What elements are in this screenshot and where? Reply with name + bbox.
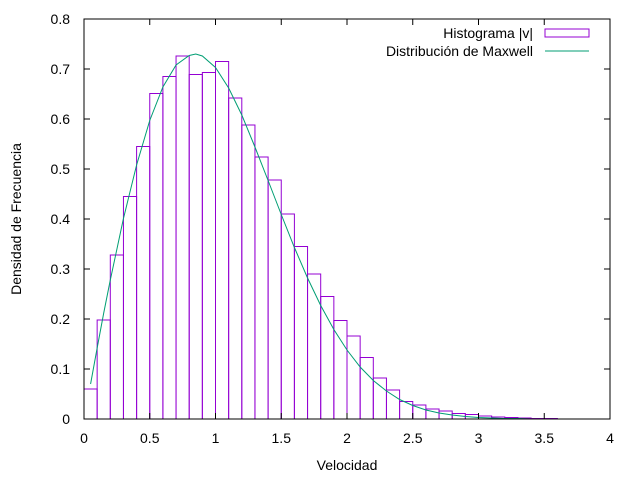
histogram-bar <box>175 55 190 420</box>
maxwell-curve-group <box>90 53 545 420</box>
y-tick-label: 0.7 <box>51 61 71 77</box>
y-axis-label: Densidad de Frecuencia <box>8 143 24 295</box>
x-axis-ticks: 0 0.5 1 1.5 2 2.5 3 3.5 4 <box>80 19 614 446</box>
histogram-bar <box>188 74 203 420</box>
histogram-bar <box>241 124 256 420</box>
histogram-bar <box>254 156 269 420</box>
x-tick-label: 0.5 <box>140 430 160 446</box>
x-tick-label: 1.5 <box>272 430 292 446</box>
histogram-bar <box>122 196 138 420</box>
histogram-bar <box>149 93 164 420</box>
histogram-bar <box>346 335 361 420</box>
histogram-bars <box>83 55 558 420</box>
y-axis-ticks: 0 0.1 0.2 0.3 0.4 0.5 0.6 0.7 0.8 <box>51 11 610 427</box>
x-tick-label: 2 <box>343 430 351 446</box>
y-tick-label: 0.2 <box>51 311 71 327</box>
histogram-bar <box>307 273 322 420</box>
legend: Histograma |v| Distribución de Maxwell <box>386 25 590 59</box>
x-tick-label: 3.5 <box>535 430 555 446</box>
y-tick-label: 0.8 <box>51 11 71 27</box>
histogram-bar <box>109 254 124 420</box>
x-tick-label: 4 <box>606 430 614 446</box>
histogram-bar <box>412 404 427 420</box>
y-tick-label: 0.3 <box>51 261 71 277</box>
x-tick-label: 1 <box>212 430 220 446</box>
histogram-bar <box>83 388 98 420</box>
legend-label-maxwell: Distribución de Maxwell <box>386 43 533 59</box>
histogram-bar <box>267 179 282 420</box>
histogram-bar <box>228 97 243 420</box>
y-tick-label: 0.1 <box>51 361 71 377</box>
y-tick-label: 0.4 <box>51 211 71 227</box>
legend-label-histogram: Histograma |v| <box>443 25 533 41</box>
histogram-bar <box>385 389 401 420</box>
histogram-bar <box>359 357 374 420</box>
histogram-bar <box>215 61 230 420</box>
histogram-bar <box>333 320 348 420</box>
histogram-bar <box>372 377 387 420</box>
x-tick-label: 3 <box>475 430 483 446</box>
histogram-bar <box>162 76 177 420</box>
y-tick-label: 0.6 <box>51 111 71 127</box>
y-tick-label: 0 <box>62 411 70 427</box>
x-tick-label: 2.5 <box>403 430 423 446</box>
histogram-bar <box>201 72 217 420</box>
histogram-bar <box>280 213 295 420</box>
histogram-bar <box>320 296 335 420</box>
x-tick-label: 0 <box>80 430 88 446</box>
histogram-bar <box>136 146 151 420</box>
y-tick-label: 0.5 <box>51 161 71 177</box>
maxwell-curve <box>90 53 545 420</box>
x-axis-label: Velocidad <box>317 457 378 473</box>
legend-swatch-histogram <box>544 28 590 38</box>
